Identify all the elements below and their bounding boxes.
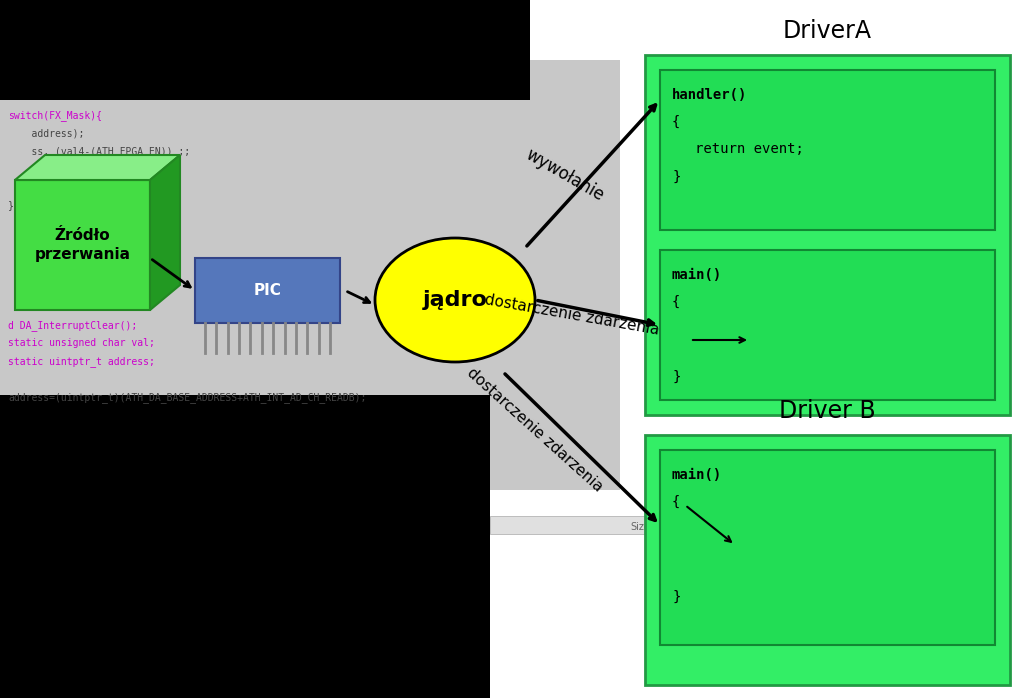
Text: {: {	[672, 495, 680, 509]
Text: DriverA: DriverA	[783, 19, 872, 43]
Bar	[490, 516, 770, 534]
Bar	[660, 250, 995, 400]
Text: }: }	[672, 170, 680, 184]
Text: Źródło
przerwania: Źródło przerwania	[35, 228, 130, 262]
Text: address);: address);	[8, 128, 84, 138]
Text: {: {	[672, 295, 680, 309]
Text: static unsigned char val;: static unsigned char val;	[8, 338, 155, 348]
Bar	[15, 180, 150, 310]
Text: {: {	[672, 115, 680, 129]
Text: static uintptr_t address;: static uintptr_t address;	[8, 356, 155, 367]
Text: Driver B: Driver B	[779, 399, 876, 423]
Bar	[660, 450, 995, 645]
Text: return event;: return event;	[695, 142, 804, 156]
Bar	[645, 55, 1010, 415]
Text: Size: Size	[630, 522, 650, 532]
Text: handler(): handler()	[672, 88, 748, 102]
Text: }: }	[672, 590, 680, 604]
Bar	[0, 395, 490, 698]
Text: break;: break;	[8, 182, 67, 192]
Text: main(): main()	[672, 468, 722, 482]
Text: ss, (val4-(ATH_FPGA_EN)) ;;: ss, (val4-(ATH_FPGA_EN)) ;;	[8, 146, 190, 157]
Text: address=(uintptr_t)(ATH_DA_BASE_ADDRESS+ATH_INT_AD_CH_READB);: address=(uintptr_t)(ATH_DA_BASE_ADDRESS+…	[8, 392, 367, 403]
Bar	[0, 60, 620, 490]
Text: }: }	[8, 200, 14, 210]
Bar	[645, 435, 1010, 685]
Bar	[660, 70, 995, 230]
Bar	[195, 258, 340, 323]
Text: PIC: PIC	[254, 283, 282, 298]
Text: switch(FX_Mask){: switch(FX_Mask){	[8, 110, 102, 121]
Bar	[0, 0, 530, 100]
Text: dostarczenie zdarzenia: dostarczenie zdarzenia	[464, 365, 606, 495]
Ellipse shape	[375, 238, 535, 362]
Text: }: }	[672, 370, 680, 384]
Polygon shape	[15, 155, 180, 180]
Polygon shape	[150, 155, 180, 310]
Text: jądro: jądro	[423, 290, 487, 310]
Text: d DA_InterruptClear();: d DA_InterruptClear();	[8, 320, 137, 331]
Text: dostarczenie zdarzenia: dostarczenie zdarzenia	[483, 292, 660, 338]
Text: outB( address, (: outB( address, (	[8, 164, 126, 174]
Text: wywołanie: wywołanie	[522, 145, 607, 205]
Text: main(): main()	[672, 268, 722, 282]
